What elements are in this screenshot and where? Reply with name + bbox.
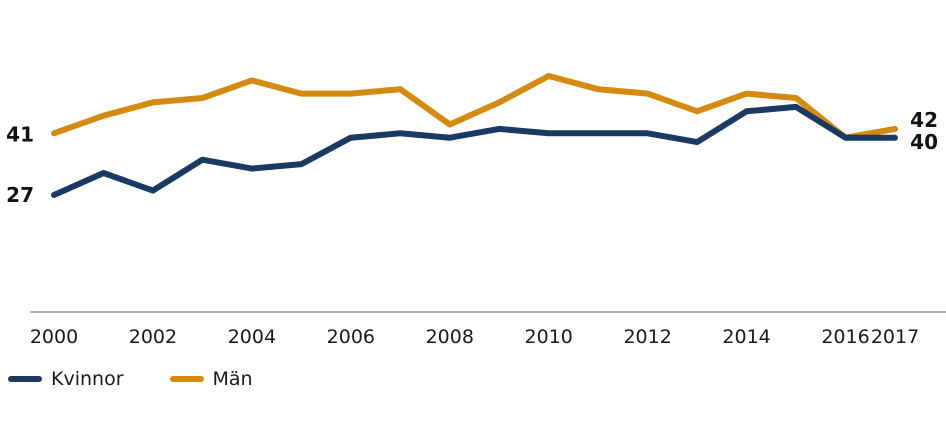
x-tick-2016: 2016 [821,326,869,348]
x-tick-2010: 2010 [525,326,573,348]
x-tick-labels: 2000 2002 2004 2006 2008 2010 2012 2014 2016 2017 [30,326,919,348]
x-tick-2004: 2004 [228,326,276,348]
start-label-man: 41 [6,122,34,146]
start-label-kvinnor: 27 [6,183,34,207]
series-line-kvinnor [51,103,898,198]
line-chart: 2000 2002 2004 2006 2008 2010 2012 2014 2016 2017… [6,73,946,348]
x-tick-2008: 2008 [426,326,474,348]
legend-item-kvinnor: Kvinnor [8,368,124,390]
legend: Kvinnor Män [8,368,299,390]
x-tick-2012: 2012 [623,326,671,348]
x-tick-2014: 2014 [722,326,770,348]
x-tick-2006: 2006 [327,326,375,348]
legend-label-man: Män [212,368,253,390]
legend-swatch-kvinnor [8,376,42,382]
legend-swatch-man [169,376,204,382]
x-tick-2000: 2000 [30,326,78,348]
end-label-man: 42 [910,108,938,132]
legend-item-man: Män [169,368,253,390]
series-line-man [51,73,898,141]
legend-label-kvinnor: Kvinnor [51,368,124,390]
x-tick-2002: 2002 [129,326,177,348]
x-tick-2017: 2017 [871,326,919,348]
end-label-kvinnor: 40 [910,130,938,154]
series-layer [51,73,898,198]
